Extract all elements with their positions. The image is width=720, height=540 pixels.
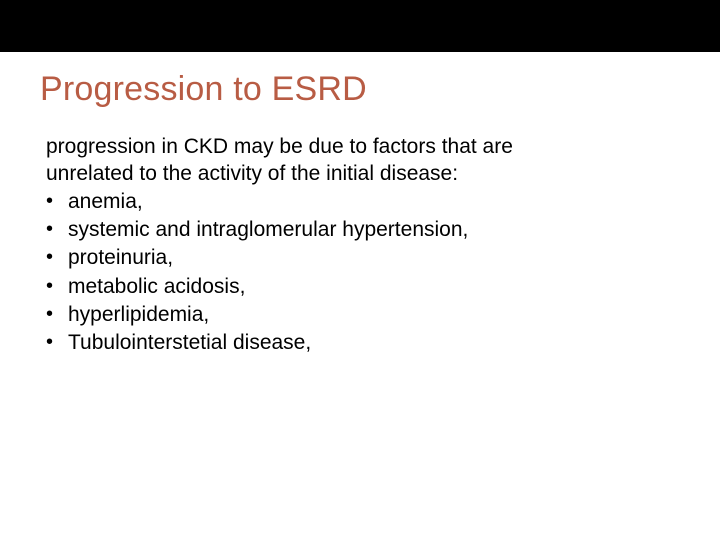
slide-title: Progression to ESRD xyxy=(40,70,680,109)
bullet-list: anemia, systemic and intraglomerular hyp… xyxy=(42,188,680,358)
slide-content: Progression to ESRD progression in CKD m… xyxy=(0,52,720,358)
list-item: hyperlipidemia, xyxy=(42,301,680,329)
list-item: metabolic acidosis, xyxy=(42,273,680,301)
list-item: proteinuria, xyxy=(42,244,680,272)
list-item: systemic and intraglomerular hypertensio… xyxy=(42,216,680,244)
lead-line-1: progression in CKD may be due to factors… xyxy=(46,135,513,158)
list-item: anemia, xyxy=(42,188,680,216)
top-bar xyxy=(0,0,720,52)
lead-line-2: unrelated to the activity of the initial… xyxy=(46,162,458,185)
list-item: Tubulointerstetial disease, xyxy=(42,329,680,357)
lead-paragraph: progression in CKD may be due to factors… xyxy=(46,133,680,188)
